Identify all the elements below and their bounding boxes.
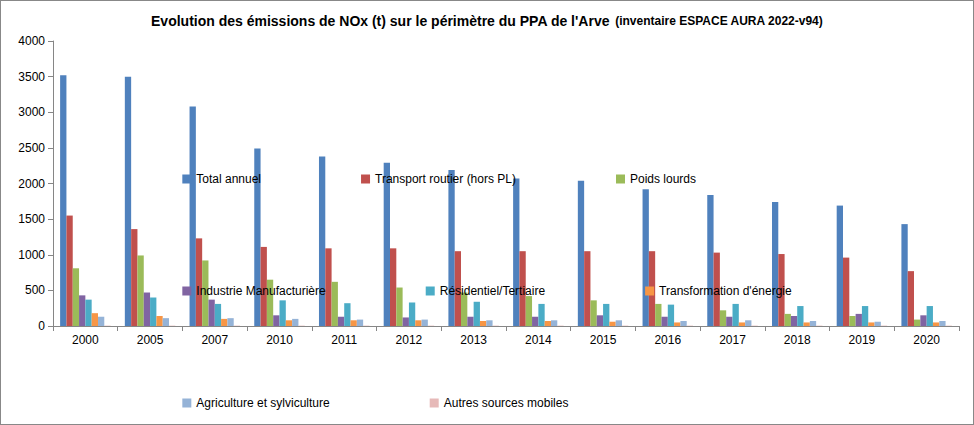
svg-text:2000: 2000 bbox=[18, 177, 45, 191]
svg-text:Industrie Manufacturière: Industrie Manufacturière bbox=[196, 284, 326, 298]
svg-text:2018: 2018 bbox=[784, 333, 811, 347]
svg-text:Transport routier (hors PL): Transport routier (hors PL) bbox=[375, 172, 516, 186]
svg-text:0: 0 bbox=[38, 319, 45, 333]
svg-text:2020: 2020 bbox=[913, 333, 940, 347]
svg-text:(inventaire ESPACE AURA 2022-v: (inventaire ESPACE AURA 2022-v94) bbox=[615, 14, 823, 28]
svg-text:2010: 2010 bbox=[266, 333, 293, 347]
svg-text:Evolution des émissions de NOx: Evolution des émissions de NOx (t) sur l… bbox=[151, 13, 610, 29]
svg-text:1000: 1000 bbox=[18, 248, 45, 262]
svg-text:2500: 2500 bbox=[18, 141, 45, 155]
svg-text:Agriculture et sylviculture: Agriculture et sylviculture bbox=[196, 396, 330, 410]
svg-text:1500: 1500 bbox=[18, 212, 45, 226]
svg-text:2013: 2013 bbox=[460, 333, 487, 347]
svg-text:Transformation d'énergie: Transformation d'énergie bbox=[659, 284, 792, 298]
svg-text:500: 500 bbox=[25, 283, 45, 297]
svg-text:Poids lourds: Poids lourds bbox=[630, 172, 696, 186]
svg-text:4000: 4000 bbox=[18, 34, 45, 48]
svg-text:2011: 2011 bbox=[331, 333, 357, 347]
svg-text:2012: 2012 bbox=[396, 333, 423, 347]
svg-text:2015: 2015 bbox=[590, 333, 617, 347]
svg-text:2019: 2019 bbox=[849, 333, 876, 347]
svg-text:2014: 2014 bbox=[525, 333, 552, 347]
svg-text:Total annuel: Total annuel bbox=[196, 172, 261, 186]
svg-text:Autres sources mobiles: Autres sources mobiles bbox=[444, 396, 569, 410]
svg-text:2005: 2005 bbox=[137, 333, 164, 347]
svg-text:3500: 3500 bbox=[18, 70, 45, 84]
svg-text:2000: 2000 bbox=[72, 333, 99, 347]
svg-text:3000: 3000 bbox=[18, 105, 45, 119]
svg-text:2007: 2007 bbox=[201, 333, 228, 347]
svg-text:Résidentiel/Tertiaire: Résidentiel/Tertiaire bbox=[440, 284, 546, 298]
svg-text:2016: 2016 bbox=[654, 333, 681, 347]
svg-text:2017: 2017 bbox=[719, 333, 746, 347]
